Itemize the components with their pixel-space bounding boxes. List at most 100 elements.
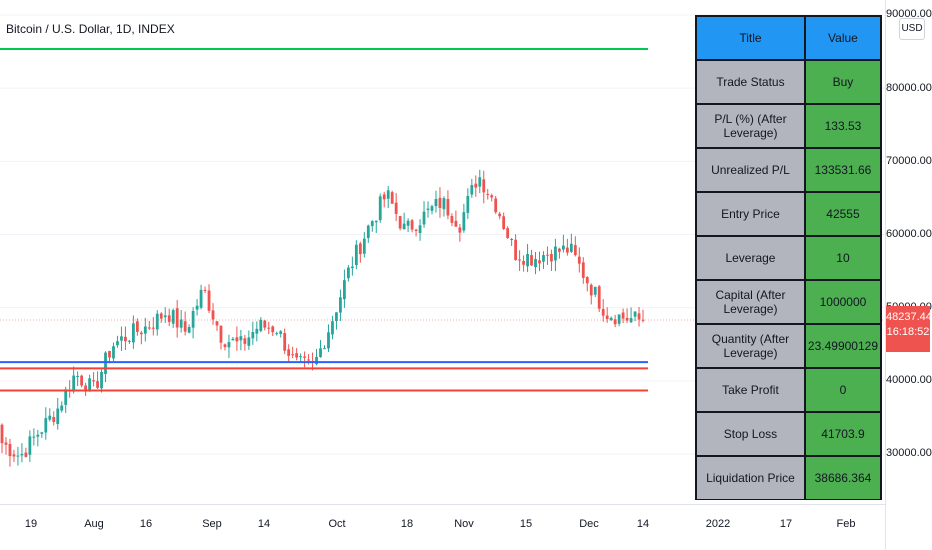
candle-body [617, 314, 621, 324]
row-title: Trade Status [695, 59, 806, 105]
candle-body [550, 253, 553, 262]
candle-body [60, 405, 64, 411]
candle-body [374, 220, 378, 223]
candle-body [219, 325, 223, 343]
candle-body [358, 243, 362, 255]
candle-body [128, 340, 131, 342]
candle-body [183, 321, 187, 332]
candle-body [362, 238, 366, 254]
candle-body [263, 320, 267, 328]
row-title: Entry Price [695, 191, 806, 237]
candle-body [450, 216, 454, 223]
candle-body [581, 262, 585, 278]
trade-info-table: Title Value Trade Status Buy P/L (%) (Aft… [695, 15, 883, 500]
candle-body [143, 326, 147, 334]
time-tick: 14 [257, 518, 271, 530]
candle-body [470, 185, 474, 195]
candle-body [104, 352, 107, 375]
candle-body [331, 321, 334, 335]
candle-body [231, 338, 235, 341]
candle-body [434, 198, 438, 207]
candle-body [171, 310, 175, 324]
candle-body [526, 253, 529, 267]
candle-body [271, 326, 275, 333]
candle-body [211, 310, 215, 320]
candle-body [16, 455, 20, 457]
price-tick: 30000.00 [886, 447, 932, 459]
price-tick: 70000.00 [886, 155, 932, 167]
row-value: 38686.364 [803, 455, 883, 500]
candle-body [438, 197, 442, 208]
table-row: Quantity (After Leverage) 23.49900129 [695, 323, 883, 369]
row-value: 23.49900129 [803, 323, 883, 369]
candle-body [458, 227, 462, 233]
candle-body [370, 221, 374, 227]
candle-body [64, 389, 68, 405]
candle-body [155, 313, 159, 330]
candle-body [259, 319, 263, 331]
candle-body [315, 356, 318, 365]
candle-body [283, 333, 287, 351]
candle-body [12, 454, 16, 457]
candle-body [131, 323, 135, 343]
currency-button[interactable]: USD [899, 18, 925, 40]
time-tick: Dec [579, 518, 599, 530]
candle-body [84, 385, 88, 392]
candle-body [418, 225, 422, 234]
candle-body [454, 220, 458, 227]
candle-body [279, 331, 283, 334]
row-title: Capital (After Leverage) [695, 279, 806, 325]
candle-body [394, 202, 398, 214]
last-price-badge: 48237.44 16:18:52 [886, 306, 932, 352]
candle-body [585, 277, 589, 284]
candle-body [462, 212, 466, 231]
time-tick: 2022 [705, 518, 731, 530]
row-value: 1000000 [803, 279, 883, 325]
symbol-title[interactable]: Bitcoin / U.S. Dollar, 1D, INDEX [6, 22, 175, 36]
candle-body [542, 255, 545, 262]
candle-body [514, 239, 518, 260]
candle-body [203, 289, 207, 291]
table-row: Leverage 10 [695, 235, 883, 281]
row-value: 133.53 [803, 103, 883, 149]
candle-body [597, 286, 601, 309]
candle-body [625, 317, 629, 321]
candle-body [36, 434, 40, 437]
candle-body [72, 375, 76, 392]
candle-body [510, 238, 514, 240]
candle-body [291, 354, 295, 356]
table-row: Take Profit 0 [695, 367, 883, 413]
time-tick: Sep [202, 518, 222, 530]
bar-countdown: 16:18:52 [886, 326, 930, 338]
candle-body [466, 195, 470, 213]
candle-body [414, 229, 418, 231]
candle-body [40, 432, 44, 434]
candle-body [498, 213, 502, 217]
row-value: 0 [803, 367, 883, 413]
candle-body [530, 255, 533, 266]
candle-body [335, 312, 338, 322]
table-row: Entry Price 42555 [695, 191, 883, 237]
candle-body [366, 225, 370, 239]
table-row: P/L (%) (After Leverage) 133.53 [695, 103, 883, 149]
candle-body [637, 313, 641, 320]
row-title: P/L (%) (After Leverage) [695, 103, 806, 149]
candle-body [442, 198, 446, 210]
row-value: 41703.9 [803, 411, 883, 457]
candle-body [605, 315, 609, 319]
candle-body [159, 313, 163, 319]
candle-body [24, 452, 28, 457]
candle-body [175, 308, 179, 328]
candle-body [207, 290, 211, 311]
candle-body [179, 319, 183, 328]
candle-body [350, 266, 354, 269]
trade-info-panel: Title Value Trade Status Buy P/L (%) (Aft… [695, 15, 883, 500]
price-tick: 80000.00 [886, 82, 932, 94]
candle-body [267, 327, 271, 329]
candle-body [147, 327, 151, 329]
candle-body [52, 417, 56, 422]
candle-body [398, 216, 402, 229]
candle-body [255, 328, 259, 334]
candle-body [569, 243, 573, 252]
